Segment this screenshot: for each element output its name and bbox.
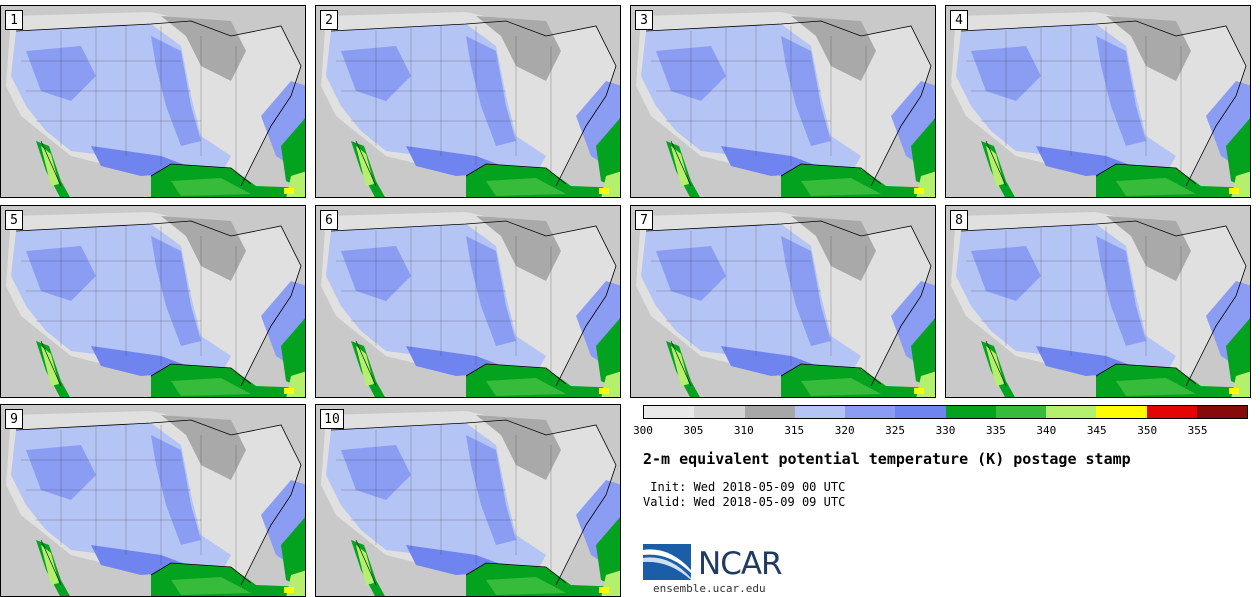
postage-stamp-panel: 7 <box>630 205 936 398</box>
colorbar-swatch <box>845 406 896 418</box>
postage-stamp-panel: 6 <box>315 205 621 398</box>
map-field <box>1 206 305 397</box>
member-number-label: 4 <box>950 10 968 30</box>
map-field <box>1 6 305 197</box>
colorbar-tick-label: 315 <box>784 424 805 437</box>
map-field <box>946 6 1250 197</box>
site-url: ensemble.ucar.edu <box>653 582 766 595</box>
colorbar-tick-label: 345 <box>1086 424 1107 437</box>
member-number-label: 10 <box>320 409 344 429</box>
colorbar-tick-label: 325 <box>885 424 906 437</box>
colorbar-swatch <box>945 406 996 418</box>
colorbar-swatch <box>1146 406 1197 418</box>
map-field <box>946 206 1250 397</box>
postage-stamp-panel: 1 <box>0 5 306 198</box>
valid-time: Valid: Wed 2018-05-09 09 UTC <box>643 495 846 509</box>
map-field <box>316 206 620 397</box>
postage-stamp-panel: 4 <box>945 5 1251 198</box>
colorbar-tick-label: 310 <box>733 424 754 437</box>
ncar-logo-icon <box>643 544 691 580</box>
map-field <box>316 405 620 596</box>
map-field <box>316 6 620 197</box>
postage-stamp-panel: 8 <box>945 205 1251 398</box>
colorbar-tick-label: 305 <box>683 424 704 437</box>
colorbar-tick-label: 330 <box>935 424 956 437</box>
colorbar-swatch <box>694 406 745 418</box>
postage-stamp-panel: 2 <box>315 5 621 198</box>
map-field <box>1 405 305 596</box>
chart-title: 2-m equivalent potential temperature (K)… <box>643 450 1131 468</box>
colorbar-swatch <box>895 406 946 418</box>
postage-stamp-panel: 10 <box>315 404 621 597</box>
colorbar-tick-label: 335 <box>985 424 1006 437</box>
map-field <box>631 206 935 397</box>
init-time: Init: Wed 2018-05-09 00 UTC <box>643 480 846 494</box>
member-number-label: 7 <box>635 210 653 230</box>
member-number-label: 8 <box>950 210 968 230</box>
colorbar-swatch <box>644 406 695 418</box>
logo-wordmark: NCAR <box>698 546 783 582</box>
colorbar-tick-label: 340 <box>1036 424 1057 437</box>
colorbar-tick-label: 350 <box>1137 424 1158 437</box>
member-number-label: 6 <box>320 210 338 230</box>
map-field <box>631 6 935 197</box>
colorbar-swatch <box>1096 406 1147 418</box>
colorbar-tick-label: 300 <box>633 424 653 437</box>
postage-stamp-panel: 3 <box>630 5 936 198</box>
colorbar-swatch <box>1196 406 1247 418</box>
postage-stamp-panel: 5 <box>0 205 306 398</box>
colorbar <box>643 405 1248 419</box>
postage-stamp-panel: 9 <box>0 404 306 597</box>
member-number-label: 9 <box>5 409 23 429</box>
member-number-label: 5 <box>5 210 23 230</box>
colorbar-swatch <box>1046 406 1097 418</box>
colorbar-swatch <box>744 406 795 418</box>
member-number-label: 2 <box>320 10 338 30</box>
colorbar-tick-label: 320 <box>834 424 855 437</box>
member-number-label: 1 <box>5 10 23 30</box>
colorbar-swatch <box>995 406 1046 418</box>
member-number-label: 3 <box>635 10 653 30</box>
colorbar-swatch <box>794 406 845 418</box>
colorbar-tick-label: 355 <box>1187 424 1208 437</box>
